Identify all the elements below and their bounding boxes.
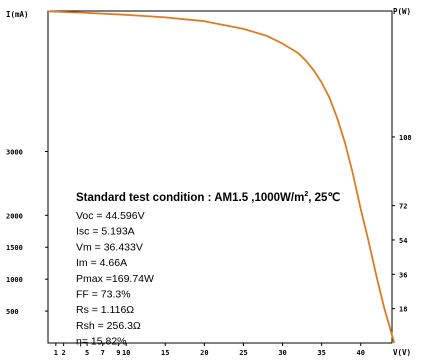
x-tick-label: 15: [161, 349, 169, 357]
x-tick-label: 35: [317, 349, 325, 357]
right-tick-label: 18: [399, 306, 407, 314]
annotation-title: Standard test condition : AM1.5 ,1000W/m…: [76, 191, 340, 204]
x-tick-label: 5: [85, 349, 89, 357]
annotation-param: FF = 73.3%: [76, 289, 131, 301]
annotation-param: Voc = 44.596V: [76, 210, 145, 222]
x-tick-label: 30: [278, 349, 286, 357]
iv-curve-line: [47, 10, 396, 344]
x-tick-label: 7: [101, 349, 105, 357]
x-tick-label: 9: [116, 349, 120, 357]
x-tick-label: 40: [357, 349, 365, 357]
annotation-title-end: , 25℃: [308, 191, 340, 204]
axes-layer: I(mA) P(W) V(V) 1 2 5 7 9 10 15 20 25 30 35 4050010…: [6, 7, 412, 357]
x-tick-label: 1: [54, 349, 58, 357]
y-tick-label: 1000: [6, 276, 23, 284]
annotation-param: η= 15.82%: [76, 336, 127, 348]
right-tick-label: 108: [399, 134, 412, 142]
annotation-param: Vm = 36.433V: [76, 241, 143, 253]
right-tick-label: 54: [399, 237, 407, 245]
right-tick-label: 72: [399, 203, 407, 211]
y-tick-label: 3000: [6, 148, 23, 156]
right-tick-label: 36: [399, 271, 407, 279]
x-tick-label: 10: [122, 349, 130, 357]
y-tick-label: 1500: [6, 244, 23, 252]
y-axis-label: I(mA): [6, 10, 29, 19]
annotation-title-sup: 2: [304, 191, 308, 198]
annotation-block: Standard test condition : AM1.5 ,1000W/m…: [76, 191, 340, 348]
x-tick-label: 25: [239, 349, 247, 357]
marks-layer: [47, 10, 396, 344]
plot-frame: [47, 10, 393, 344]
x-tick-label: 2: [62, 349, 66, 357]
annotation-param: Isc = 5.193A: [76, 226, 135, 238]
x-axis-label: V(V): [393, 348, 411, 357]
y-tick-label: 2000: [6, 212, 23, 220]
y-tick-label: 500: [6, 308, 19, 316]
x-tick-label: 20: [200, 349, 208, 357]
annotation-param: Rsh = 256.3Ω: [76, 320, 141, 332]
annotation-param: Im = 4.66A: [76, 257, 127, 269]
right-axis-label: P(W): [393, 7, 411, 16]
annotation-param: Pmax =169.74W: [76, 273, 154, 285]
annotation-title-main: Standard test condition : AM1.5 ,1000W/m: [76, 192, 304, 204]
annotation-param: Rs = 1.116Ω: [76, 304, 134, 316]
